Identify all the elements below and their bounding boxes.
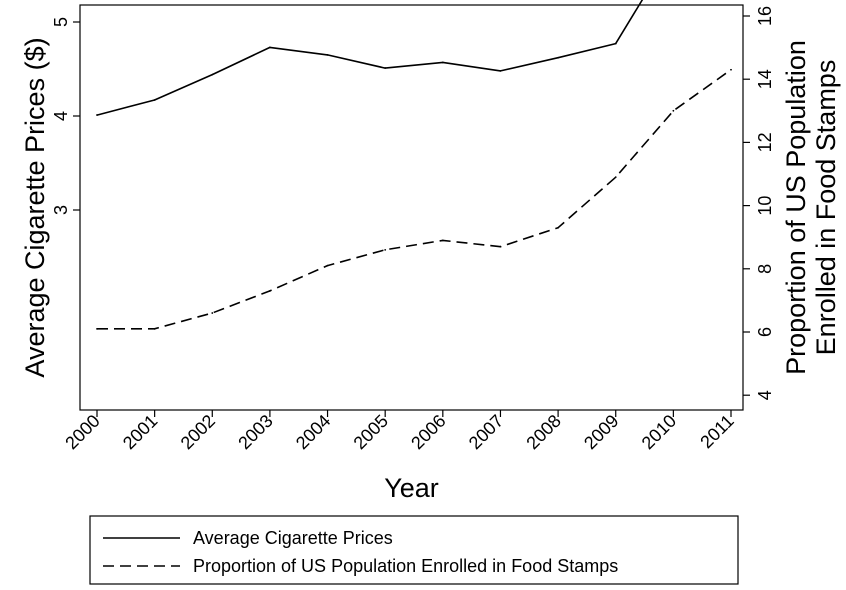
right-y-tick-label: 10 (755, 196, 775, 216)
x-tick-label: 2000 (61, 411, 103, 453)
data-point (614, 176, 617, 179)
x-tick-label: 2010 (638, 411, 680, 453)
x-tick-label: 2011 (696, 411, 738, 453)
data-point (211, 73, 214, 76)
data-point (557, 226, 559, 229)
right-y-tick-label: 12 (755, 132, 775, 152)
x-tick-label: 2008 (522, 411, 564, 453)
x-tick-label: 2007 (465, 411, 507, 453)
data-point (557, 56, 559, 59)
legend-label: Proportion of US Population Enrolled in … (193, 556, 618, 576)
right-y-tick-label: 4 (755, 390, 775, 400)
data-point (153, 99, 156, 101)
data-point (499, 245, 502, 248)
right-y-axis-title-line2: Enrolled in Food Stamps (811, 60, 841, 356)
data-point (153, 327, 156, 330)
data-point (384, 248, 387, 251)
data-point (96, 327, 98, 330)
data-point (269, 46, 271, 49)
data-point (672, 109, 675, 112)
data-point (730, 68, 732, 71)
x-tick-label: 2001 (119, 411, 161, 453)
data-point (441, 239, 444, 242)
legend-label: Average Cigarette Prices (193, 528, 393, 548)
data-point (326, 54, 329, 56)
right-y-tick-label: 6 (755, 327, 775, 337)
data-point (499, 69, 502, 72)
right-y-tick-label: 16 (755, 6, 775, 26)
legend-box (89, 515, 739, 585)
right-y-tick-label: 14 (755, 69, 775, 89)
x-tick-label: 2003 (234, 411, 276, 453)
cigarette-price-line (96, 0, 644, 116)
legend: Average Cigarette Prices Proportion of US… (89, 515, 739, 585)
x-tick-label: 2006 (407, 411, 449, 453)
plot-area-frame (79, 4, 744, 411)
data-point (384, 67, 387, 69)
data-point (326, 264, 329, 267)
data-point (211, 312, 214, 314)
left-y-axis-title: Average Cigarette Prices ($) (20, 37, 50, 377)
x-axis-title: Year (384, 473, 439, 503)
x-tick-label: 2004 (292, 411, 334, 453)
data-point (269, 290, 271, 292)
food-stamps-line (97, 69, 732, 330)
x-tick-label: 2005 (350, 411, 392, 453)
data-point (96, 114, 98, 116)
data-point (441, 61, 444, 64)
left-y-tick-label: 5 (51, 17, 71, 27)
x-tick-label: 2002 (177, 411, 219, 453)
right-y-axis-title-line1: Proportion of US Population (781, 40, 811, 375)
left-y-tick-label: 4 (51, 111, 71, 121)
left-y-tick-label: 3 (51, 205, 71, 215)
x-tick-label: 2009 (580, 411, 622, 453)
data-point (614, 42, 617, 45)
right-y-tick-label: 8 (755, 264, 775, 274)
